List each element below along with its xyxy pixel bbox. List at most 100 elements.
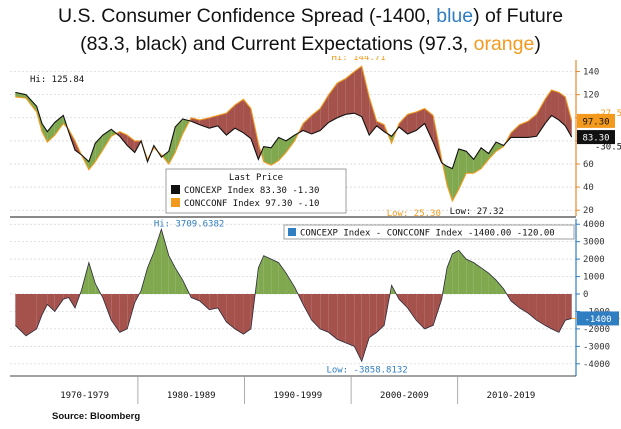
top-spread-fill: [243, 99, 251, 139]
bottom-area-fill: [337, 294, 346, 343]
top-spread-fill: [15, 92, 26, 99]
x-tick-label: 2010-2019: [487, 391, 536, 401]
bottom-area-fill: [271, 259, 279, 295]
bottom-area-fill: [147, 252, 154, 295]
top-spread-fill: [558, 92, 566, 126]
bottom-legend-swatch: [288, 228, 296, 236]
bottom-y-tick-label: -3000: [583, 342, 610, 352]
series-line-spread: [15, 227, 572, 363]
bottom-area-fill: [447, 253, 453, 295]
top-legend-entry: CONCEXP Index 83.30 -1.30: [184, 186, 319, 196]
top-spread-fill: [519, 121, 529, 138]
top-spread-fill: [399, 114, 408, 134]
bottom-last-price-tag: [577, 311, 619, 326]
bottom-area-fill: [175, 267, 183, 295]
title-blue-word: blue: [436, 5, 474, 27]
bottom-area-fill: [565, 294, 572, 321]
top-y-tick-label: 40: [583, 183, 594, 193]
bottom-area-fill: [473, 262, 482, 295]
bottom-area-fill: [369, 294, 377, 338]
bottom-area-fill: [119, 294, 128, 333]
top-spread-fill: [407, 112, 417, 134]
top-spread-fill: [271, 137, 279, 166]
top-spread-fill: [278, 137, 287, 161]
bottom-area-fill: [153, 229, 162, 295]
top-y-tick-label: 120: [583, 91, 599, 101]
title-part-4: ): [534, 33, 541, 55]
bottom-area-fill: [199, 294, 210, 310]
bottom-area-fill: [36, 294, 42, 329]
top-spread-fill: [191, 117, 200, 125]
bottom-area-fill: [545, 294, 552, 329]
top-spread-fill: [447, 166, 453, 201]
top-spread-fill: [458, 148, 467, 190]
bottom-area-fill: [510, 294, 520, 308]
bottom-last-price-value: -1400: [584, 315, 611, 325]
bottom-area-fill: [311, 294, 321, 329]
top-spread-fill: [311, 108, 321, 134]
top-annotation: Hi: 125.84: [30, 75, 84, 85]
bottom-area-fill: [303, 294, 312, 321]
bottom-area-fill: [88, 262, 96, 295]
source-note: Source: Bloomberg: [52, 411, 141, 422]
bottom-area-fill: [361, 294, 370, 362]
top-spread-fill: [303, 115, 312, 134]
top-spread-fill: [466, 151, 474, 174]
top-spread-fill: [234, 99, 244, 133]
top-spread-fill: [510, 124, 520, 138]
top-legend-swatch: [171, 185, 180, 194]
series-line-concconf: [15, 65, 573, 203]
bottom-area-fill: [399, 294, 408, 308]
bottom-area-fill: [54, 294, 64, 312]
top-last-price-value: 97.30: [582, 117, 609, 127]
bottom-area-fill: [488, 273, 497, 295]
top-annotation: Hi: 144.71: [331, 56, 385, 63]
bottom-area-fill: [458, 250, 467, 295]
top-annotation: Low: 27.32: [450, 207, 504, 217]
bottom-area-fill: [424, 294, 434, 329]
x-tick-label: 1970-1979: [60, 391, 109, 401]
bottom-y-tick-label: 3000: [583, 238, 605, 248]
title-part-1: U.S. Consumer Confidence Spread (-1400,: [57, 5, 437, 27]
top-spread-fill: [119, 131, 128, 146]
bottom-area-fill: [182, 280, 190, 295]
x-tick-label: 1980-1989: [167, 391, 216, 401]
bottom-area-fill: [481, 267, 489, 295]
bottom-area-fill: [496, 280, 504, 295]
bottom-panel: -4000-3000-2000-100001000200030004000Hi:…: [10, 219, 620, 404]
bottom-area-fill: [15, 294, 26, 336]
bottom-area-fill: [345, 294, 355, 347]
top-spread-fill: [481, 147, 489, 169]
bottom-area-fill: [63, 294, 69, 300]
top-y-tick-label: 20: [583, 206, 594, 216]
bottom-area-fill: [328, 294, 338, 340]
top-spread-fill: [328, 83, 338, 123]
top-spread-fill: [452, 148, 459, 201]
top-spread-fill: [545, 90, 552, 124]
top-spread-fill: [226, 105, 235, 136]
bottom-legend-box: [283, 224, 575, 240]
bottom-annotation: Hi: 3709.6382: [154, 219, 224, 229]
bottom-area-fill: [127, 294, 135, 329]
top-annotation: -30.54%: [595, 143, 621, 153]
bottom-y-tick-label: 2000: [583, 255, 605, 265]
bottom-legend-entry: CONCEXP Index - CONCCONF Index -1400.00 …: [300, 229, 555, 239]
bottom-area-fill: [286, 273, 295, 295]
bottom-area-fill: [161, 229, 169, 295]
top-spread-fill: [250, 108, 259, 160]
top-spread-fill: [263, 146, 272, 166]
bottom-area-fill: [466, 259, 474, 295]
top-spread-fill: [345, 71, 355, 115]
top-spread-fill: [54, 115, 64, 136]
bottom-area-fill: [68, 294, 76, 308]
bottom-y-tick-label: 4000: [583, 220, 605, 230]
bottom-area-fill: [25, 294, 37, 336]
top-spread-fill: [47, 122, 55, 143]
bottom-area-fill: [47, 294, 55, 312]
top-y-tick-label: 140: [583, 68, 599, 78]
top-spread-fill: [175, 118, 183, 153]
bottom-area-fill: [551, 294, 559, 333]
top-y-tick-label: 60: [583, 160, 594, 170]
